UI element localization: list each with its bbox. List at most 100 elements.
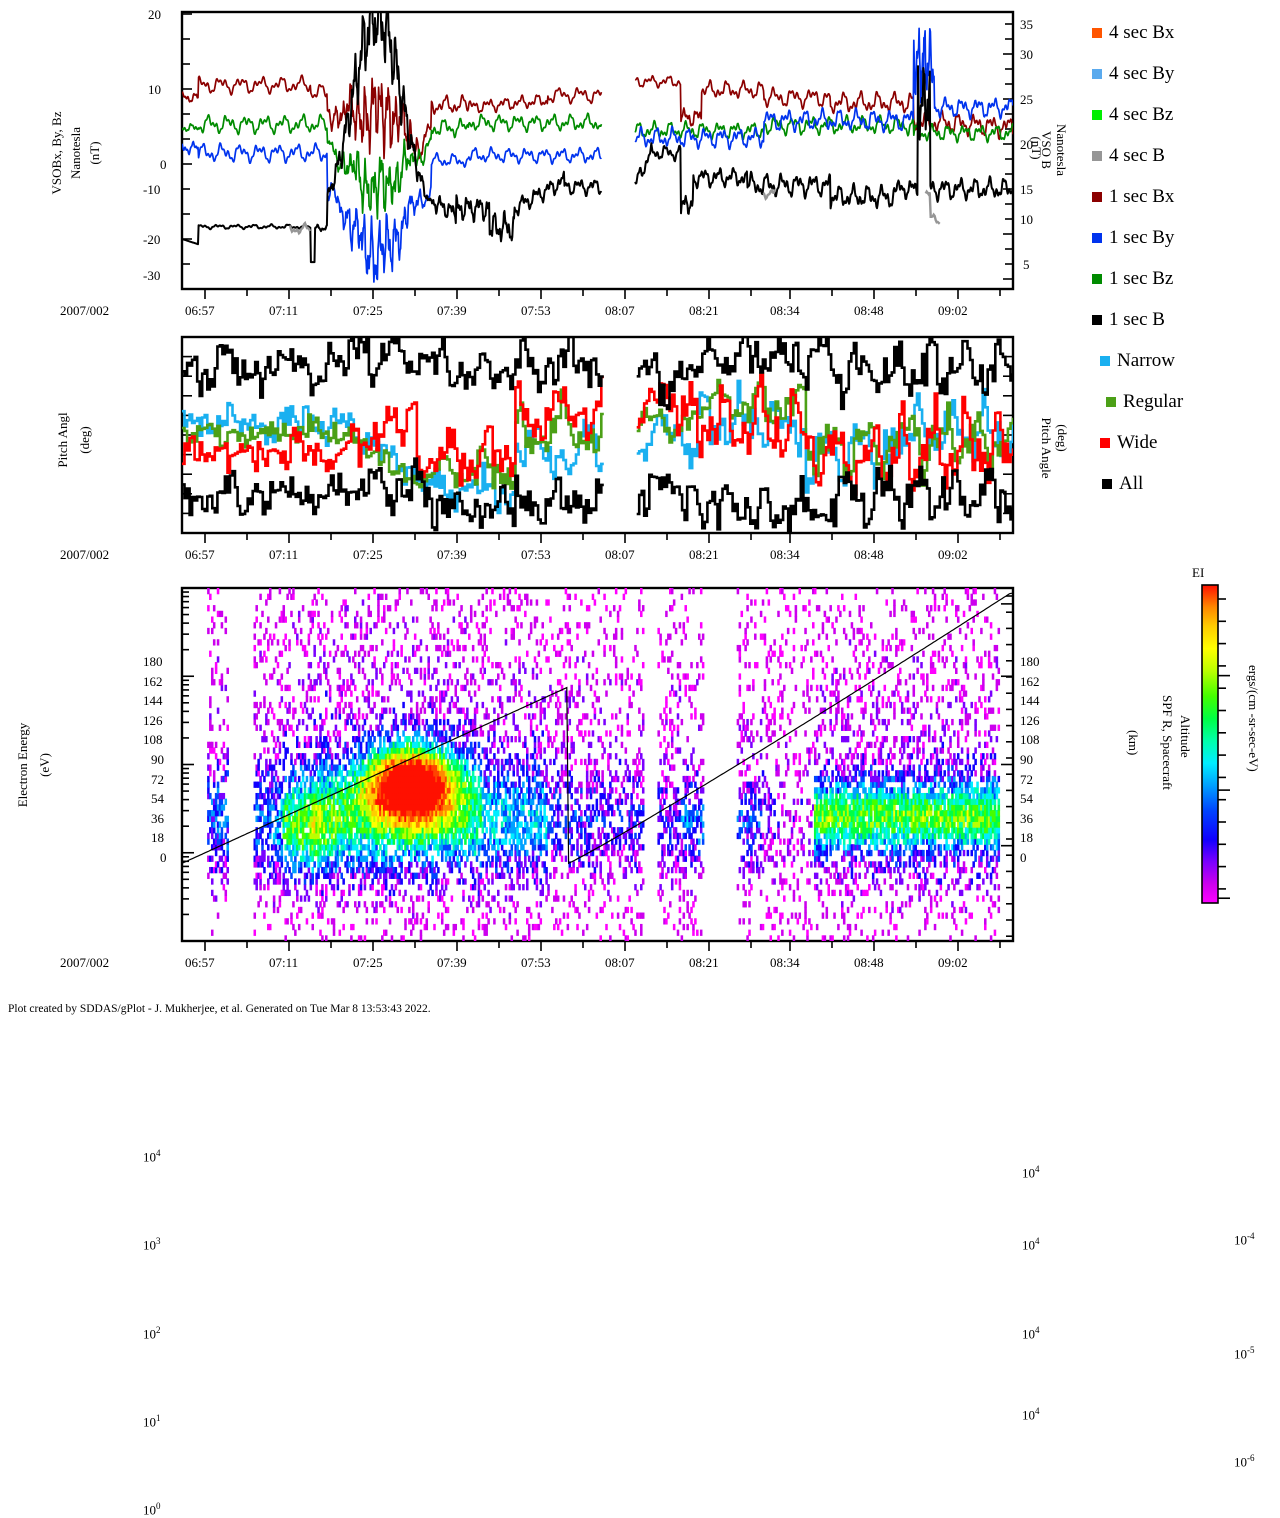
legend-item-wide[interactable]: Wide [1100,432,1157,454]
legend-item-label: 4 sec B [1109,145,1165,167]
panel3-ytick-mantissa: 10 [143,1414,156,1429]
panel2-y-axis-title-line2: (deg) [77,426,92,453]
colorbar-tick-0: 10-4 [1234,1231,1255,1248]
panel3-y-axis-title-line1: Electron Energy [15,723,30,808]
legend-item-narrow[interactable]: Narrow [1100,350,1175,372]
panel1-y2tick-15: 15 [1020,182,1033,198]
legend-item-label: 1 sec Bx [1109,186,1174,208]
panel3-svg [0,570,1060,990]
legend-item-label: All [1119,473,1143,495]
panel2-y-axis-title-line1: Pitch Angl [55,412,70,467]
panel3-y2tick-exponent: 4 [1035,1325,1040,1335]
panel3-y2tick-2: 104 [1022,1325,1040,1342]
panel3-ytick-exponent: 0 [156,1501,161,1511]
panel3-y2tick-0: 104 [1022,1164,1040,1181]
legend-item-label: 1 sec B [1109,309,1165,331]
colorbar-tick-exponent: -5 [1247,1345,1255,1355]
plot-caption: Plot created by SDDAS/gPlot - J. Mukherj… [8,1003,431,1015]
legend-item-1-sec-bx[interactable]: 1 sec Bx [1092,186,1174,208]
legend-item-label: 1 sec By [1109,227,1174,249]
panel3-y2tick-exponent: 4 [1035,1164,1040,1174]
panel1-y2tick-35: 35 [1020,17,1033,33]
colorbar-tick-mantissa: 10 [1234,1346,1247,1361]
panel1-y-axis-title-line1: VSOBx, By, Bz [49,112,64,195]
panel2-xtick-7: 08:34 [770,547,800,563]
panel1-xtick-8: 08:48 [854,303,884,319]
legend-item-4-sec-bz[interactable]: 4 sec Bz [1092,104,1173,126]
panel2-svg [0,325,1060,560]
panel3-xtick-5: 08:07 [605,955,635,971]
legend-swatch-icon [1092,110,1102,120]
panel3-xtick-0: 06:57 [185,955,215,971]
panel2-xtick-6: 08:21 [689,547,719,563]
panel3-y2tick-mantissa: 10 [1022,1238,1035,1253]
panel1-xtick-7: 08:34 [770,303,800,319]
panel3-y2tick-exponent: 4 [1035,1406,1040,1416]
panel1-ytick-m30: -30 [143,268,160,284]
panel3-xtick-3: 07:39 [437,955,467,971]
panel3-xtick-4: 07:53 [521,955,551,971]
panel3-ytick-mantissa: 10 [143,1502,156,1517]
panel3-ytick-exponent: 4 [156,1148,161,1158]
panel3-ytick-1e1: 101 [143,1413,161,1430]
legend-item-label: 4 sec Bx [1109,22,1174,44]
panel1-y2tick-30: 30 [1020,47,1033,63]
panel1-ytick-20: 20 [148,7,161,23]
panel3-ytick-mantissa: 10 [143,1238,156,1253]
panel3-ytick-1e4: 104 [143,1148,161,1165]
colorbar-tick-mantissa: 10 [1234,1455,1247,1470]
panel-magnetometer: VSOBx, By, Bz Nanotesla (nT) VSO B [0,0,1060,320]
panel2-y2-axis-title-line2: (deg) [1055,424,1070,451]
panel1-ytick-m10: -10 [143,182,160,198]
panel1-ytick-10: 10 [148,82,161,98]
panel2-xtick-2: 07:25 [353,547,383,563]
legend-swatch-icon [1106,397,1116,407]
panel3-y2tick-mantissa: 10 [1022,1326,1035,1341]
panel1-y2-axis-title-line2: Nanotesla [1054,124,1069,176]
panel1-xtick-2: 07:25 [353,303,383,319]
colorbar: EI [1140,565,1280,925]
panel2-xtick-9: 09:02 [938,547,968,563]
colorbar-tick-1: 10-5 [1234,1345,1255,1362]
panel1-y2tick-25: 25 [1020,92,1033,108]
legend-item-4-sec-by[interactable]: 4 sec By [1092,63,1174,85]
panel2-y2-axis-title-line1: Pitch Angle [1039,417,1054,478]
panel3-y2tick-mantissa: 10 [1022,1407,1035,1422]
legend-swatch-icon [1102,479,1112,489]
colorbar-tick-mantissa: 10 [1234,1232,1247,1247]
panel3-date-label: 2007/002 [60,955,109,971]
legend-item-label: Wide [1117,432,1157,454]
panel3-ytick-1e0: 100 [143,1501,161,1518]
colorbar-tick-exponent: -4 [1247,1231,1255,1241]
legend-item-1-sec-b[interactable]: 1 sec B [1092,309,1165,331]
panel2-xtick-5: 08:07 [605,547,635,563]
panel2-bottom-ticks [205,533,1000,543]
legend-swatch-icon [1092,28,1102,38]
legend-item-1-sec-bz[interactable]: 1 sec Bz [1092,268,1173,290]
panel1-y2tick-20: 20 [1020,137,1033,153]
panel3-y2tick-1: 104 [1022,1236,1040,1253]
legend-item-4-sec-bx[interactable]: 4 sec Bx [1092,22,1174,44]
panel2-xtick-4: 07:53 [521,547,551,563]
colorbar-unit-label: ergs/(cm -sr-sec-eV) [1246,665,1261,772]
panel1-xtick-0: 06:57 [185,303,215,319]
panel-pitch-angle: Pitch Angl (deg) Pitch Angle (deg) [0,325,1060,560]
legend-swatch-icon [1092,192,1102,202]
panel2-xtick-3: 07:39 [437,547,467,563]
panel2-xtick-1: 07:11 [269,547,298,563]
legend-item-1-sec-by[interactable]: 1 sec By [1092,227,1174,249]
panel3-xtick-9: 09:02 [938,955,968,971]
panel-electron-spectrogram: Electron Energy (eV) [0,570,1060,990]
panel3-y2tick-mantissa: 10 [1022,1165,1035,1180]
legend-item-regular[interactable]: Regular [1106,391,1183,413]
legend-item-all[interactable]: All [1102,473,1143,495]
panel3-xtick-1: 07:11 [269,955,298,971]
panel1-xtick-3: 07:39 [437,303,467,319]
panel3-xtick-6: 08:21 [689,955,719,971]
legend: 4 sec Bx 4 sec By 4 sec Bz 4 sec B 1 sec Bx 1… [1078,0,1278,520]
panel1-date-label: 2007/002 [60,303,109,319]
legend-item-4-sec-b[interactable]: 4 sec B [1092,145,1165,167]
panel1-y-axis-title-line2: Nanotesla [68,127,83,179]
panel3-ytick-1e2: 102 [143,1325,161,1342]
legend-item-label: 4 sec By [1109,63,1174,85]
